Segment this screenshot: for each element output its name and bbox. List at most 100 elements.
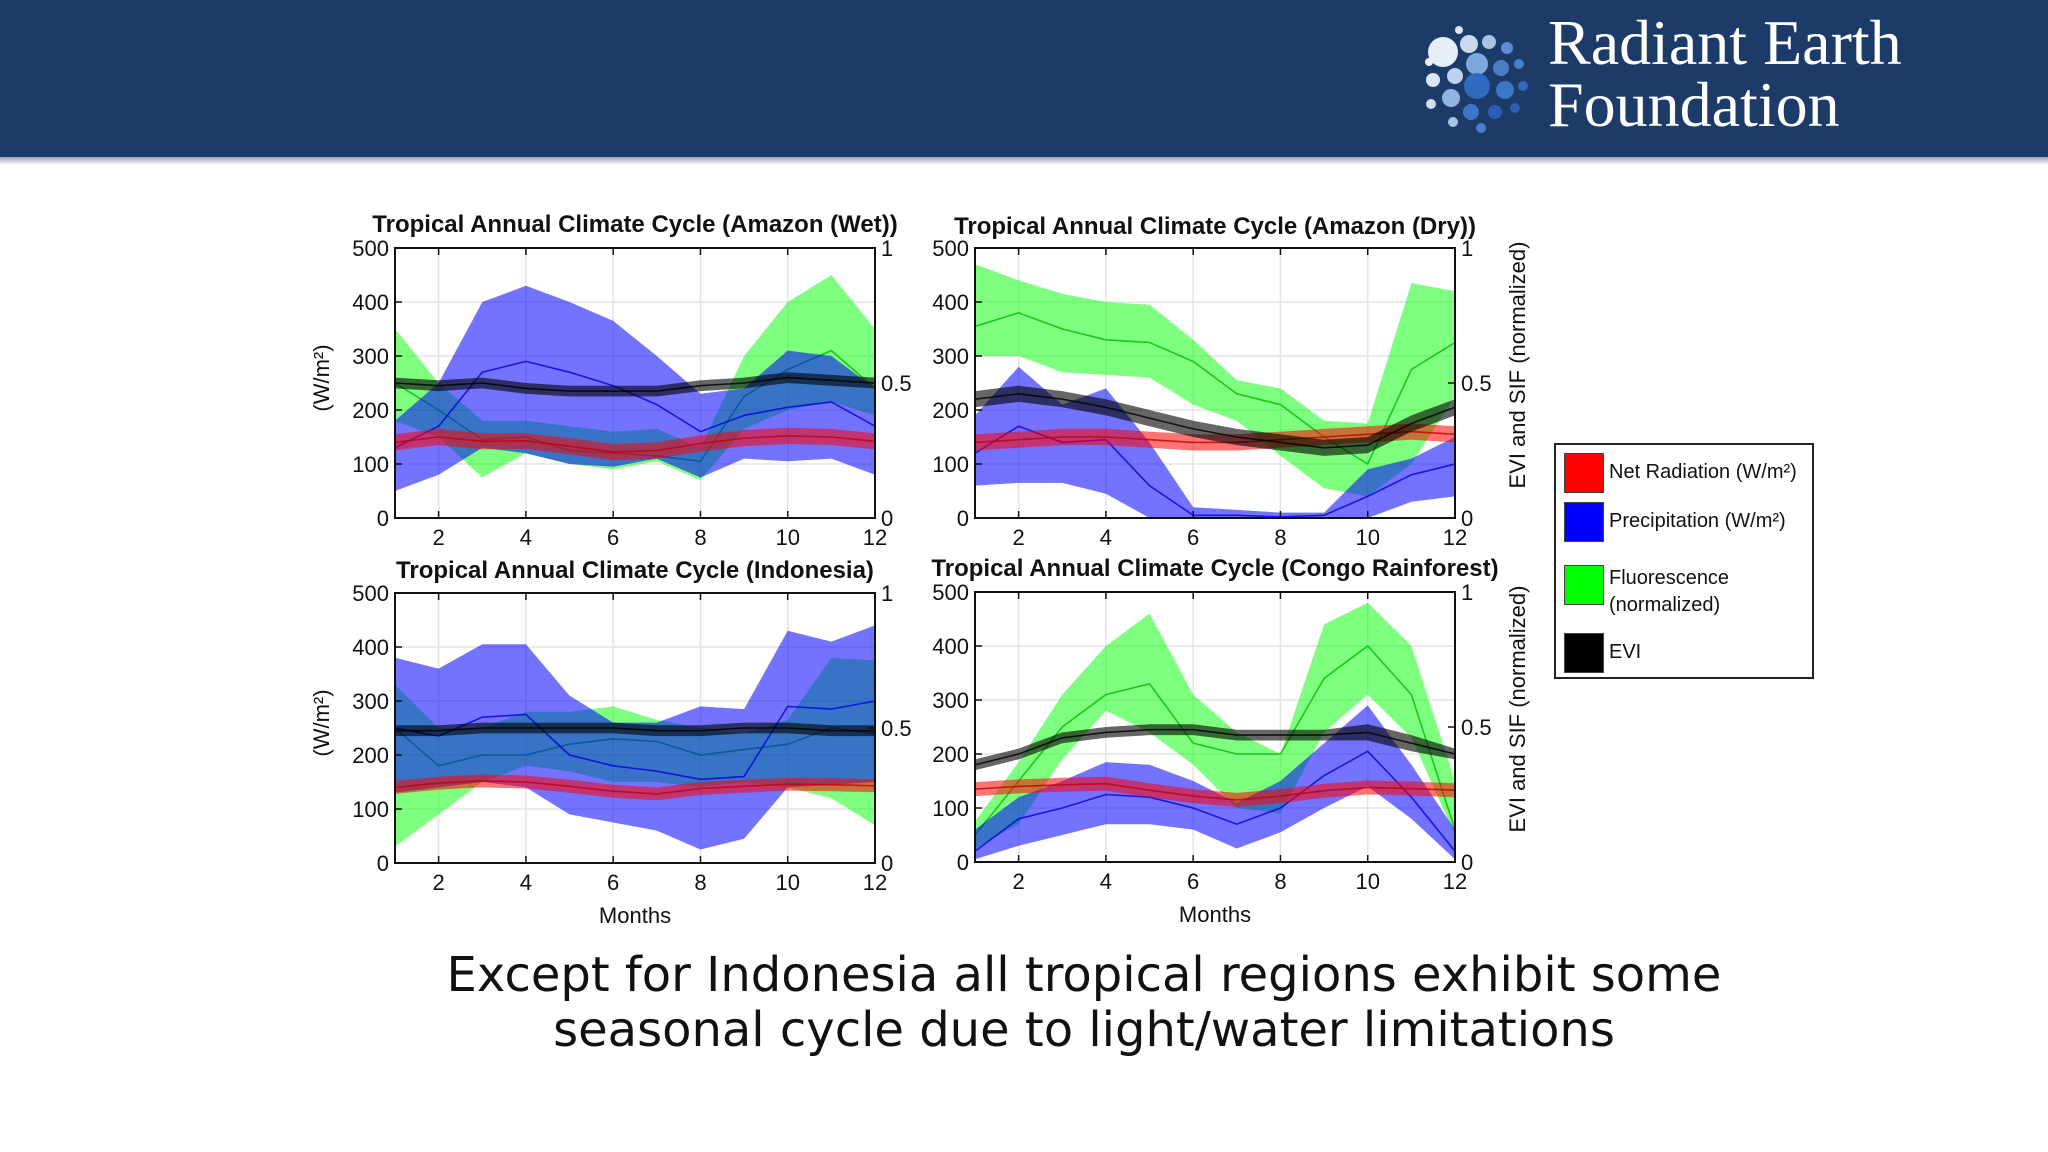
caption-line-2: seasonal cycle due to light/water limita… bbox=[553, 1002, 1615, 1058]
y2-tick-label: 1 bbox=[1461, 236, 1473, 261]
legend-label-fluorescence: Fluorescence (normalized) bbox=[1609, 567, 1730, 616]
y-tick-label: 500 bbox=[352, 236, 389, 261]
x-tick-label: 12 bbox=[1443, 869, 1467, 894]
y-tick-label: 500 bbox=[352, 581, 389, 606]
x-tick-label: 10 bbox=[775, 870, 799, 895]
y-tick-label: 500 bbox=[932, 580, 969, 605]
x-tick-label: 10 bbox=[775, 525, 799, 550]
legend-label-evi: EVI bbox=[1609, 641, 1642, 663]
line-precipitation-w-m bbox=[395, 700, 875, 781]
line-net-radiation-w-m bbox=[975, 782, 1455, 801]
y-tick-label: 100 bbox=[352, 452, 389, 477]
line-evi bbox=[975, 392, 1455, 449]
brand-name: Radiant Earth Foundation bbox=[1548, 7, 1902, 140]
y-tick-label: 300 bbox=[932, 344, 969, 369]
y-tick-label: 100 bbox=[352, 797, 389, 822]
y-tick-label: 300 bbox=[932, 688, 969, 713]
y2-tick-label: 0.5 bbox=[1461, 715, 1492, 740]
legend-label-precipitation: Precipitation (W/m²) bbox=[1609, 510, 1786, 532]
y-tick-label: 200 bbox=[932, 742, 969, 767]
y2-tick-label: 1 bbox=[881, 236, 893, 261]
legend-swatch-evi bbox=[1564, 633, 1604, 673]
brand-line-1: Radiant Earth bbox=[1548, 7, 1902, 78]
chart-title: Tropical Annual Climate Cycle (Amazon (D… bbox=[954, 213, 1476, 240]
y2-tick-label: 0 bbox=[1461, 850, 1473, 875]
legend-swatch-precipitation bbox=[1564, 502, 1604, 542]
y-tick-label: 0 bbox=[377, 851, 389, 876]
y-tick-label: 0 bbox=[377, 506, 389, 531]
x-axis-label: Months bbox=[599, 903, 671, 928]
chart-title: Tropical Annual Climate Cycle (Amazon (W… bbox=[372, 211, 897, 238]
x-tick-label: 2 bbox=[433, 870, 445, 895]
line-net-radiation-w-m bbox=[395, 435, 875, 453]
band-evi bbox=[975, 724, 1455, 771]
chart-legend: Net Radiation (W/m²) Precipitation (W/m²… bbox=[1554, 443, 1814, 679]
x-tick-label: 4 bbox=[520, 870, 532, 895]
x-tick-label: 2 bbox=[1013, 525, 1025, 550]
y-axis-label: (W/m²) bbox=[309, 344, 334, 411]
y-tick-label: 500 bbox=[932, 236, 969, 261]
y-tick-label: 400 bbox=[932, 290, 969, 315]
y2-tick-label: 0.5 bbox=[881, 371, 912, 396]
x-tick-label: 10 bbox=[1355, 869, 1379, 894]
x-tick-label: 6 bbox=[607, 870, 619, 895]
x-tick-label: 6 bbox=[1187, 525, 1199, 550]
header-bar bbox=[0, 0, 2048, 157]
y2-axis-label: EVI and SIF (normalized) bbox=[1505, 242, 1530, 489]
y-tick-label: 200 bbox=[352, 398, 389, 423]
x-tick-label: 10 bbox=[1355, 525, 1379, 550]
slide-caption: Except for Indonesia all tropical region… bbox=[284, 948, 1884, 1058]
band-fluorescence-normalized bbox=[975, 602, 1455, 849]
y-tick-label: 0 bbox=[957, 850, 969, 875]
y2-tick-label: 0.5 bbox=[881, 716, 912, 741]
y-tick-label: 100 bbox=[932, 452, 969, 477]
y-axis-label: (W/m²) bbox=[309, 689, 334, 756]
x-tick-label: 8 bbox=[1274, 525, 1286, 550]
legend-item-fluorescence: Fluorescence (normalized) bbox=[1564, 565, 1749, 619]
x-tick-label: 4 bbox=[520, 525, 532, 550]
y2-axis-label: EVI and SIF (normalized) bbox=[1505, 586, 1530, 833]
header-shadow bbox=[0, 157, 2048, 165]
y2-tick-label: 0 bbox=[881, 506, 893, 531]
legend-item-precipitation: Precipitation (W/m²) bbox=[1564, 502, 1814, 542]
band-precipitation-w-m bbox=[395, 625, 875, 850]
line-net-radiation-w-m bbox=[395, 780, 875, 795]
y-tick-label: 200 bbox=[932, 398, 969, 423]
legend-swatch-net-radiation bbox=[1564, 453, 1604, 493]
band-net-radiation-w-m bbox=[395, 774, 875, 801]
x-tick-label: 12 bbox=[863, 870, 887, 895]
line-precipitation-w-m bbox=[975, 750, 1455, 852]
x-tick-label: 6 bbox=[607, 525, 619, 550]
y-tick-label: 400 bbox=[932, 634, 969, 659]
x-tick-label: 6 bbox=[1187, 869, 1199, 894]
x-tick-label: 8 bbox=[1274, 869, 1286, 894]
legend-label-net-radiation: Net Radiation (W/m²) bbox=[1609, 461, 1797, 483]
y-tick-label: 400 bbox=[352, 635, 389, 660]
legend-swatch-fluorescence bbox=[1564, 565, 1604, 605]
caption-line-1: Except for Indonesia all tropical region… bbox=[446, 947, 1722, 1003]
brand-line-2: Foundation bbox=[1548, 69, 1840, 140]
y2-tick-label: 1 bbox=[881, 581, 893, 606]
y-tick-label: 0 bbox=[957, 506, 969, 531]
y2-tick-label: 1 bbox=[1461, 580, 1473, 605]
y-tick-label: 400 bbox=[352, 290, 389, 315]
y-tick-label: 300 bbox=[352, 344, 389, 369]
x-tick-label: 12 bbox=[863, 525, 887, 550]
y-tick-label: 300 bbox=[352, 689, 389, 714]
line-evi bbox=[395, 727, 875, 732]
x-tick-label: 2 bbox=[433, 525, 445, 550]
legend-item-evi: EVI bbox=[1564, 633, 1814, 673]
x-tick-label: 8 bbox=[694, 525, 706, 550]
line-evi bbox=[975, 728, 1455, 766]
y2-tick-label: 0 bbox=[881, 851, 893, 876]
x-tick-label: 2 bbox=[1013, 869, 1025, 894]
band-precipitation-w-m bbox=[975, 705, 1455, 860]
y-tick-label: 100 bbox=[932, 796, 969, 821]
y-tick-label: 200 bbox=[352, 743, 389, 768]
legend-item-net-radiation: Net Radiation (W/m²) bbox=[1564, 453, 1814, 493]
x-tick-label: 8 bbox=[694, 870, 706, 895]
x-tick-label: 12 bbox=[1443, 525, 1467, 550]
